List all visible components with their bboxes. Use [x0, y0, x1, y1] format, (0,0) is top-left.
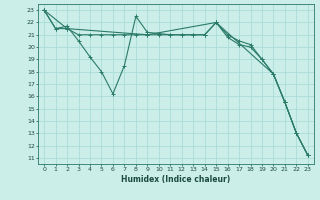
X-axis label: Humidex (Indice chaleur): Humidex (Indice chaleur) [121, 175, 231, 184]
